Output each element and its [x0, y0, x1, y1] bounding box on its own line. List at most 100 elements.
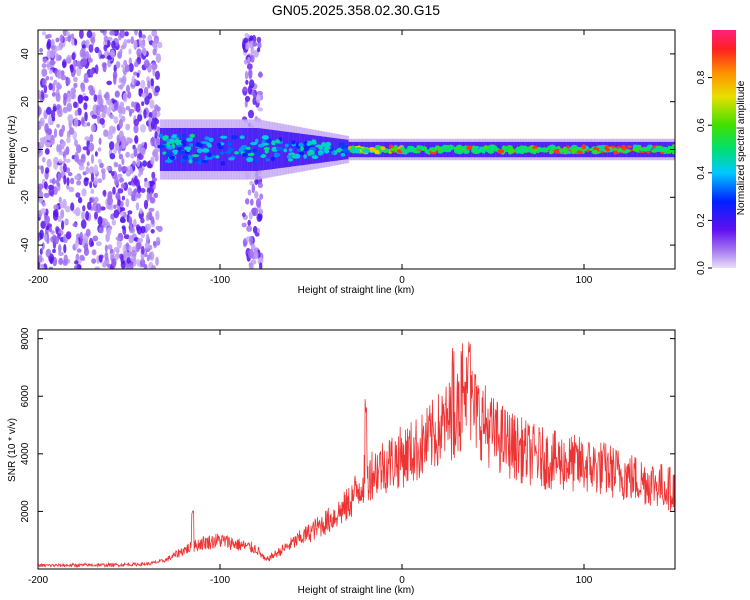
spectrogram-noise-cell [151, 216, 155, 225]
spectrogram-band-cell [331, 137, 336, 162]
spectrogram-band-cell [233, 128, 238, 171]
spectrogram-signal-cell [273, 153, 281, 157]
spectrogram-signal-cell [181, 139, 187, 145]
spectrogram-noise-cell [109, 30, 116, 36]
spectrogram-signal-cell [227, 141, 232, 147]
spectrogram-signal-cell [443, 147, 451, 153]
spectrogram-noise-cell [135, 202, 140, 211]
spectrogram-signal-cell [195, 142, 201, 148]
spectrogram-noise-cell [84, 50, 90, 59]
spectrogram-signal-cell [231, 135, 238, 140]
spectrogram-noise-cell [254, 232, 260, 237]
spectrogram-noise-cell [128, 57, 132, 65]
spectrogram-noise-cell [244, 70, 249, 80]
spectrogram-noise-cell [257, 41, 262, 49]
spectrogram-noise-cell [133, 188, 138, 193]
spectrogram-noise-cell [115, 61, 121, 69]
spectrogram-noise-cell [55, 92, 61, 103]
spectrogram-noise-cell [113, 246, 119, 253]
spectrogram-noise-cell [138, 88, 143, 93]
spectrogram-noise-cell [136, 48, 142, 57]
snr-series-line [38, 341, 675, 569]
spectrogram-signal-cell [336, 148, 342, 153]
spectrogram-band-cell [195, 128, 199, 171]
spectrogram-noise-cell [139, 208, 143, 214]
spectrogram-noise-cell [66, 177, 70, 186]
spectrogram-band-cell [211, 128, 216, 171]
spectrogram-noise-cell [134, 135, 139, 144]
spectrogram-noise-cell [80, 116, 86, 126]
spectrogram-noise-cell [78, 161, 84, 167]
spectrogram-signal-cell [294, 153, 301, 159]
spectrogram-signal-cell [166, 141, 171, 147]
spectrogram-noise-cell [134, 61, 139, 68]
spectrogram-signal-cell [169, 155, 176, 161]
spectrogram-noise-cell [49, 60, 56, 66]
spectrogram-noise-cell [73, 117, 79, 128]
colorbar-tick-label: 0.2 [696, 213, 707, 227]
spectrogram-noise-cell [141, 47, 147, 55]
spectrogram-noise-cell [125, 198, 130, 208]
spectrogram-noise-cell [126, 39, 131, 44]
spectrogram-noise-cell [157, 41, 163, 49]
spectrogram-noise-cell [55, 226, 60, 233]
spectrogram-noise-cell [44, 148, 50, 155]
spectrogram-signal-cell [261, 135, 269, 140]
snr-x-tick-label: 100 [576, 575, 593, 586]
spectrogram-noise-cell [40, 165, 44, 175]
spectrogram-signal-cell [481, 149, 486, 154]
spectrogram-noise-cell [113, 74, 117, 85]
spectrogram-noise-cell [64, 219, 69, 225]
spectrogram-noise-cell [48, 226, 53, 232]
spectrogram-noise-cell [138, 30, 143, 39]
spectrogram-signal-cell [188, 158, 193, 164]
spectrogram-noise-cell [77, 107, 82, 116]
spectrogram-noise-cell [91, 114, 98, 119]
spectrogram-noise-cell [137, 172, 142, 177]
spectrogram-signal-cell [200, 159, 209, 164]
spectrogram-y-tick-label: -20 [20, 190, 31, 205]
spectrogram-noise-cell [85, 210, 89, 221]
spectrogram-noise-cell [49, 76, 54, 81]
spectrogram-noise-cell [121, 139, 126, 150]
spectrogram-signal-cell [641, 146, 649, 151]
spectrogram-noise-cell [136, 157, 141, 168]
spectrogram-noise-cell [117, 173, 123, 178]
spectrogram-noise-cell [91, 258, 97, 264]
spectrogram-band-cell [170, 128, 175, 171]
spectrogram-signal-cell [271, 140, 276, 146]
spectrogram-noise-cell [155, 256, 159, 266]
spectrogram-noise-cell [128, 63, 134, 73]
spectrogram-band-cell [190, 128, 194, 171]
spectrogram-noise-cell [151, 30, 158, 37]
spectrogram-x-tick-label: 0 [399, 275, 405, 286]
spectrogram-noise-cell [46, 106, 52, 115]
spectrogram-noise-cell [125, 264, 130, 269]
spectrogram-noise-cell [252, 207, 259, 216]
spectrogram-noise-cell [137, 143, 143, 153]
spectrogram-band-cell [244, 128, 249, 171]
spectrogram-noise-cell [76, 263, 82, 269]
spectrogram-noise-cell [66, 102, 73, 112]
spectrogram-signal-cell [224, 151, 232, 154]
spectrogram-noise-cell [152, 150, 157, 158]
spectrogram-noise-cell [89, 133, 94, 143]
spectrogram-noise-cell [104, 244, 108, 253]
spectrogram-noise-cell [107, 196, 113, 206]
spectrogram-x-ticks: -200 -100 0 100 [28, 30, 593, 286]
spectrogram-signal-cell [284, 143, 289, 148]
spectrogram-noise-cell [89, 69, 94, 77]
spectrogram-noise-cell [118, 153, 124, 160]
spectrogram-signal-cell [494, 148, 499, 152]
spectrogram-noise-cell [92, 235, 99, 242]
spectrogram-noise-cell [41, 31, 47, 36]
spectrogram-noise-cell [50, 109, 56, 119]
spectrogram-noise-cell [106, 80, 112, 86]
spectrogram-noise-cell [79, 30, 84, 39]
snr-y-ticks: 2000 4000 6000 8000 [20, 327, 675, 523]
spectrogram-noise-cell [87, 122, 91, 127]
spectrogram-signal-cell [477, 149, 482, 153]
spectrogram-noise-cell [39, 248, 43, 255]
spectrogram-noise-cell [108, 102, 115, 111]
spectrogram-noise-cell [48, 69, 53, 74]
